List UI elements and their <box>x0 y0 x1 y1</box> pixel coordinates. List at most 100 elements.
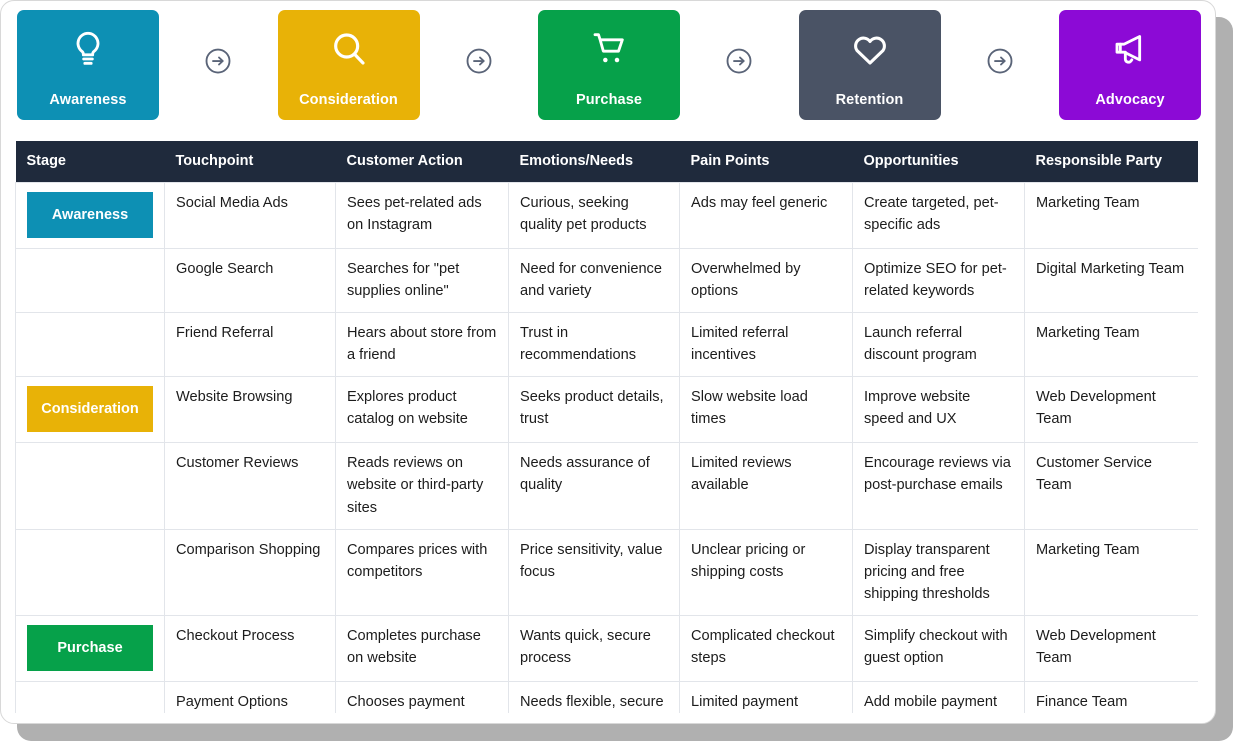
customer-journey-table: Stage Touchpoint Customer Action Emotions/N… <box>15 141 1198 713</box>
table-row: Awareness Social Media Ads Sees pet-relate… <box>15 181 1198 249</box>
stage-card-label: Awareness <box>49 91 127 108</box>
cell-emotions: Wants quick, secure process <box>508 615 680 683</box>
cell-pain: Ads may feel generic <box>679 181 853 249</box>
column-header-opportunities[interactable]: Opportunities <box>852 141 1025 182</box>
cell-action: Reads reviews on website or third-party … <box>335 442 509 530</box>
stage-cell: Consideration <box>15 376 165 444</box>
cell-emotions: Price sensitivity, value focus <box>508 528 680 617</box>
cell-emotions: Curious, seeking quality pet products <box>508 181 680 249</box>
table-row: Google Search Searches for "pet supplies … <box>15 247 1198 313</box>
stage-connector-1 <box>159 10 278 120</box>
cell-responsible: Customer Service Team <box>1024 442 1198 530</box>
stage-cell <box>15 681 165 713</box>
circle-arrow-right-icon <box>724 46 754 81</box>
table-row: Payment Options Chooses payment Needs flex… <box>15 681 1198 713</box>
cell-opportunity: Launch referral discount program <box>852 311 1025 378</box>
lightbulb-icon <box>68 27 108 71</box>
column-header-emotions-needs[interactable]: Emotions/Needs <box>508 141 680 182</box>
cell-action: Sees pet-related ads on Instagram <box>335 181 509 249</box>
cell-pain: Limited reviews available <box>679 442 853 530</box>
cell-action: Explores product catalog on website <box>335 376 509 444</box>
cell-touchpoint: Google Search <box>164 247 336 313</box>
cell-emotions: Trust in recommendations <box>508 311 680 378</box>
stage-cell <box>15 311 165 378</box>
circle-arrow-right-icon <box>985 46 1015 81</box>
cell-touchpoint: Comparison Shopping <box>164 528 336 617</box>
column-header-pain-points[interactable]: Pain Points <box>679 141 853 182</box>
cell-pain: Overwhelmed by options <box>679 247 853 313</box>
cell-pain: Complicated checkout steps <box>679 615 853 683</box>
stage-cell <box>15 528 165 617</box>
stage-badge: Consideration <box>27 386 153 433</box>
column-header-stage[interactable]: Stage <box>15 141 165 182</box>
cell-action: Chooses payment <box>335 681 509 713</box>
cell-pain: Slow website load times <box>679 376 853 444</box>
table-row: Purchase Checkout Process Completes purcha… <box>15 615 1198 683</box>
megaphone-icon <box>1110 27 1150 71</box>
cell-opportunity: Create targeted, pet-specific ads <box>852 181 1025 249</box>
heart-icon <box>850 27 890 71</box>
cell-action: Searches for "pet supplies online" <box>335 247 509 313</box>
cell-pain: Unclear pricing or shipping costs <box>679 528 853 617</box>
table-row: Comparison Shopping Compares prices with … <box>15 528 1198 617</box>
stage-badge: Purchase <box>27 625 153 672</box>
cell-responsible: Marketing Team <box>1024 181 1198 249</box>
stage-cell: Purchase <box>15 615 165 683</box>
table-body: Awareness Social Media Ads Sees pet-relate… <box>15 181 1198 713</box>
stage-card-label: Consideration <box>299 91 398 108</box>
table-row: Friend Referral Hears about store from a … <box>15 311 1198 378</box>
cell-opportunity: Simplify checkout with guest option <box>852 615 1025 683</box>
cell-touchpoint: Customer Reviews <box>164 442 336 530</box>
stage-card-label: Retention <box>835 91 904 108</box>
stage-card-consideration[interactable]: Consideration <box>277 10 420 120</box>
stage-card-awareness[interactable]: Awareness <box>17 10 159 120</box>
stage-connector-2 <box>420 10 539 120</box>
stage-connector-4 <box>941 10 1060 120</box>
cell-emotions: Needs flexible, secure <box>508 681 680 713</box>
stage-card-label: Advocacy <box>1095 91 1165 108</box>
journey-stage-strip: Awareness Consideration Purchase Retention A… <box>1 1 1215 129</box>
app-window: Awareness Consideration Purchase Retention A… <box>0 0 1216 724</box>
search-icon <box>329 27 369 71</box>
cell-responsible: Web Development Team <box>1024 376 1198 444</box>
stage-connector-3 <box>680 10 799 120</box>
circle-arrow-right-icon <box>464 46 494 81</box>
cell-pain: Limited payment <box>679 681 853 713</box>
stage-card-label: Purchase <box>575 91 643 108</box>
column-header-customer-action[interactable]: Customer Action <box>335 141 509 182</box>
column-header-touchpoint[interactable]: Touchpoint <box>164 141 336 182</box>
cell-responsible: Marketing Team <box>1024 311 1198 378</box>
cell-opportunity: Optimize SEO for pet-related keywords <box>852 247 1025 313</box>
cell-emotions: Seeks product details, trust <box>508 376 680 444</box>
cell-opportunity: Display transparent pricing and free shi… <box>852 528 1025 617</box>
table-row: Customer Reviews Reads reviews on website… <box>15 442 1198 530</box>
cell-responsible: Marketing Team <box>1024 528 1198 617</box>
stage-card-purchase[interactable]: Purchase <box>538 10 680 120</box>
stage-badge: Awareness <box>27 191 153 238</box>
stage-cell <box>15 442 165 530</box>
table-row: Consideration Website Browsing Explores pr… <box>15 376 1198 444</box>
journey-table-scroll-area[interactable]: Stage Touchpoint Customer Action Emotions/N… <box>15 141 1198 713</box>
stage-cell <box>15 247 165 313</box>
cell-action: Completes purchase on website <box>335 615 509 683</box>
table-header-row: Stage Touchpoint Customer Action Emotions/N… <box>15 141 1198 182</box>
cell-touchpoint: Social Media Ads <box>164 181 336 249</box>
shopping-cart-icon <box>589 27 629 71</box>
circle-arrow-right-icon <box>203 46 233 81</box>
cell-action: Hears about store from a friend <box>335 311 509 378</box>
cell-opportunity: Improve website speed and UX <box>852 376 1025 444</box>
stage-card-retention[interactable]: Retention <box>798 10 941 120</box>
cell-touchpoint: Payment Options <box>164 681 336 713</box>
cell-action: Compares prices with competitors <box>335 528 509 617</box>
cell-touchpoint: Checkout Process <box>164 615 336 683</box>
cell-emotions: Need for convenience and variety <box>508 247 680 313</box>
cell-emotions: Needs assurance of quality <box>508 442 680 530</box>
column-header-responsible-party[interactable]: Responsible Party <box>1024 141 1198 182</box>
cell-touchpoint: Friend Referral <box>164 311 336 378</box>
cell-responsible: Web Development Team <box>1024 615 1198 683</box>
cell-opportunity: Encourage reviews via post-purchase emai… <box>852 442 1025 530</box>
cell-pain: Limited referral incentives <box>679 311 853 378</box>
cell-touchpoint: Website Browsing <box>164 376 336 444</box>
cell-responsible: Digital Marketing Team <box>1024 247 1198 313</box>
stage-card-advocacy[interactable]: Advocacy <box>1059 10 1201 120</box>
